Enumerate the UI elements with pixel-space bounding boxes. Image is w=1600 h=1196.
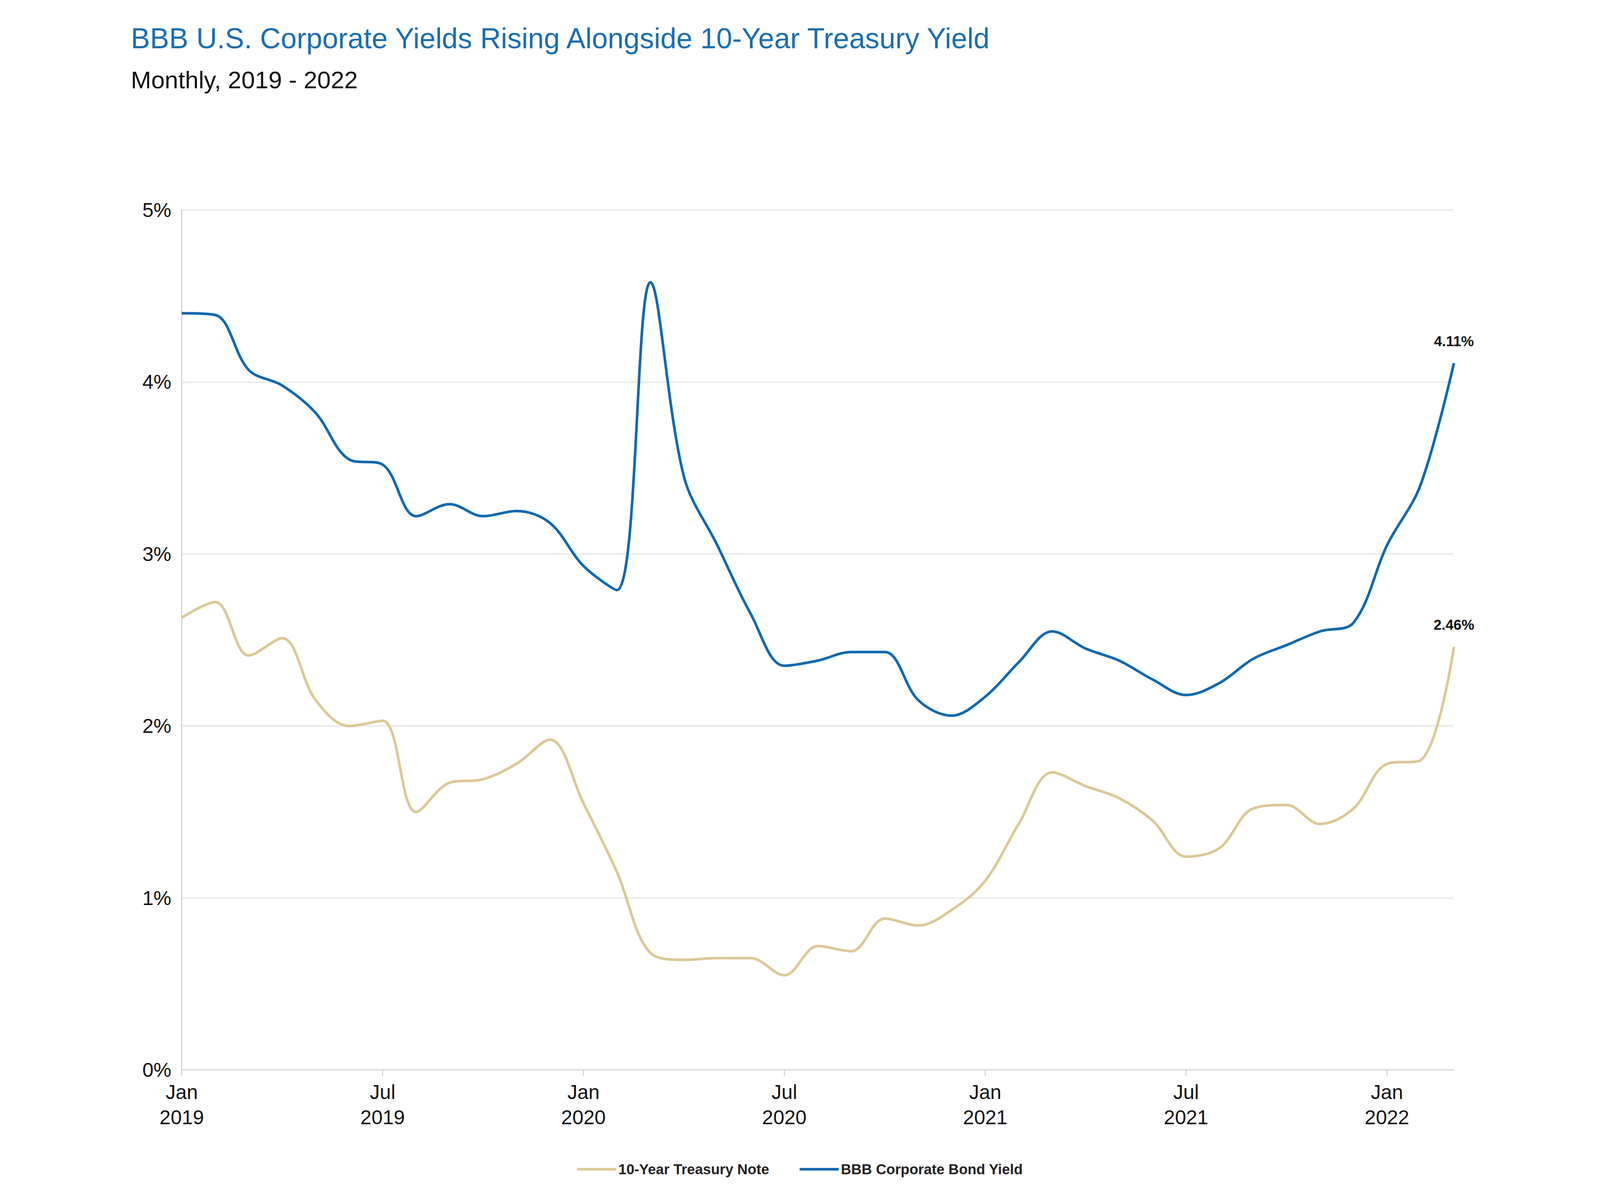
svg-text:Jan: Jan — [1370, 1080, 1404, 1104]
svg-text:10-Year Treasury Note: 10-Year Treasury Note — [618, 1160, 770, 1177]
svg-text:3%: 3% — [142, 542, 172, 566]
svg-text:BBB U.S. Corporate Yields Risi: BBB U.S. Corporate Yields Rising Alongsi… — [130, 22, 990, 55]
svg-text:Jan: Jan — [969, 1080, 1002, 1104]
svg-text:Jul: Jul — [771, 1080, 798, 1104]
svg-text:Jan: Jan — [165, 1080, 198, 1104]
svg-text:2021: 2021 — [963, 1105, 1008, 1129]
svg-text:2.46%: 2.46% — [1433, 616, 1475, 633]
svg-text:2019: 2019 — [360, 1105, 405, 1129]
svg-text:Jul: Jul — [370, 1080, 396, 1104]
svg-text:2020: 2020 — [561, 1105, 606, 1129]
svg-text:2%: 2% — [142, 714, 172, 737]
svg-text:4%: 4% — [142, 370, 172, 394]
svg-text:BBB Corporate Bond Yield: BBB Corporate Bond Yield — [840, 1160, 1023, 1177]
svg-text:2021: 2021 — [1163, 1105, 1209, 1129]
svg-text:4.11%: 4.11% — [1433, 333, 1474, 350]
svg-text:1%: 1% — [142, 886, 172, 910]
svg-text:2019: 2019 — [159, 1105, 204, 1129]
svg-text:2022: 2022 — [1364, 1105, 1410, 1129]
svg-text:5%: 5% — [142, 198, 172, 222]
svg-text:Jan: Jan — [567, 1080, 600, 1104]
svg-text:Monthly, 2019 - 2022: Monthly, 2019 - 2022 — [130, 66, 358, 94]
svg-text:Jul: Jul — [1173, 1080, 1200, 1104]
svg-text:2020: 2020 — [762, 1105, 807, 1129]
svg-text:0%: 0% — [142, 1058, 172, 1081]
